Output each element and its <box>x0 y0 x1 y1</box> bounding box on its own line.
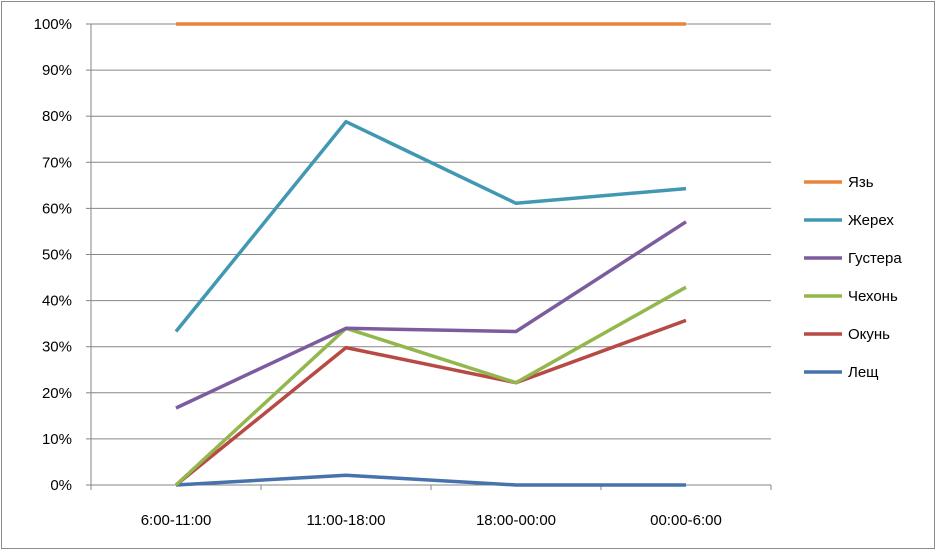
x-tick-label: 18:00-00:00 <box>476 512 556 529</box>
series-lines <box>174 22 687 487</box>
series-line-1 <box>174 119 687 333</box>
y-tick-label: 90% <box>42 62 72 79</box>
legend-label: Окунь <box>848 326 890 343</box>
legend-label: Лещ <box>848 364 879 381</box>
series-line-2 <box>175 220 687 410</box>
legend: Язь Жерех Густера Чехонь Окунь Лещ <box>804 174 902 381</box>
y-tick-label: 80% <box>42 108 72 125</box>
legend-label: Язь <box>848 174 874 191</box>
legend-label: Густера <box>848 250 902 267</box>
y-tick-label: 10% <box>42 431 72 448</box>
legend-label: Чехонь <box>848 288 898 305</box>
series-line-4 <box>174 318 687 487</box>
x-tick-label: 6:00-11:00 <box>141 512 212 529</box>
x-axis-tick-labels: 6:00-11:00 11:00-18:00 18:00-00:00 00:00-6:… <box>141 512 722 529</box>
series-line-3 <box>174 285 687 487</box>
y-tick-label: 70% <box>42 154 72 171</box>
series-line-5 <box>175 473 686 487</box>
x-tick-label: 11:00-18:00 <box>307 512 386 529</box>
legend-label: Жерех <box>848 212 894 229</box>
y-tick-label: 50% <box>42 247 72 264</box>
axes <box>86 23 772 490</box>
y-tick-label: 100% <box>34 16 72 33</box>
y-tick-label: 0% <box>50 477 72 494</box>
y-axis-tick-labels: 0% 10% 20% 30% 40% 50% 60% 70% 80% 90% 100% <box>34 16 72 494</box>
y-tick-label: 40% <box>42 293 72 310</box>
x-tick-label: 00:00-6:00 <box>650 512 722 529</box>
y-tick-label: 20% <box>42 385 72 402</box>
y-tick-label: 60% <box>42 200 72 217</box>
y-tick-label: 30% <box>42 339 72 356</box>
